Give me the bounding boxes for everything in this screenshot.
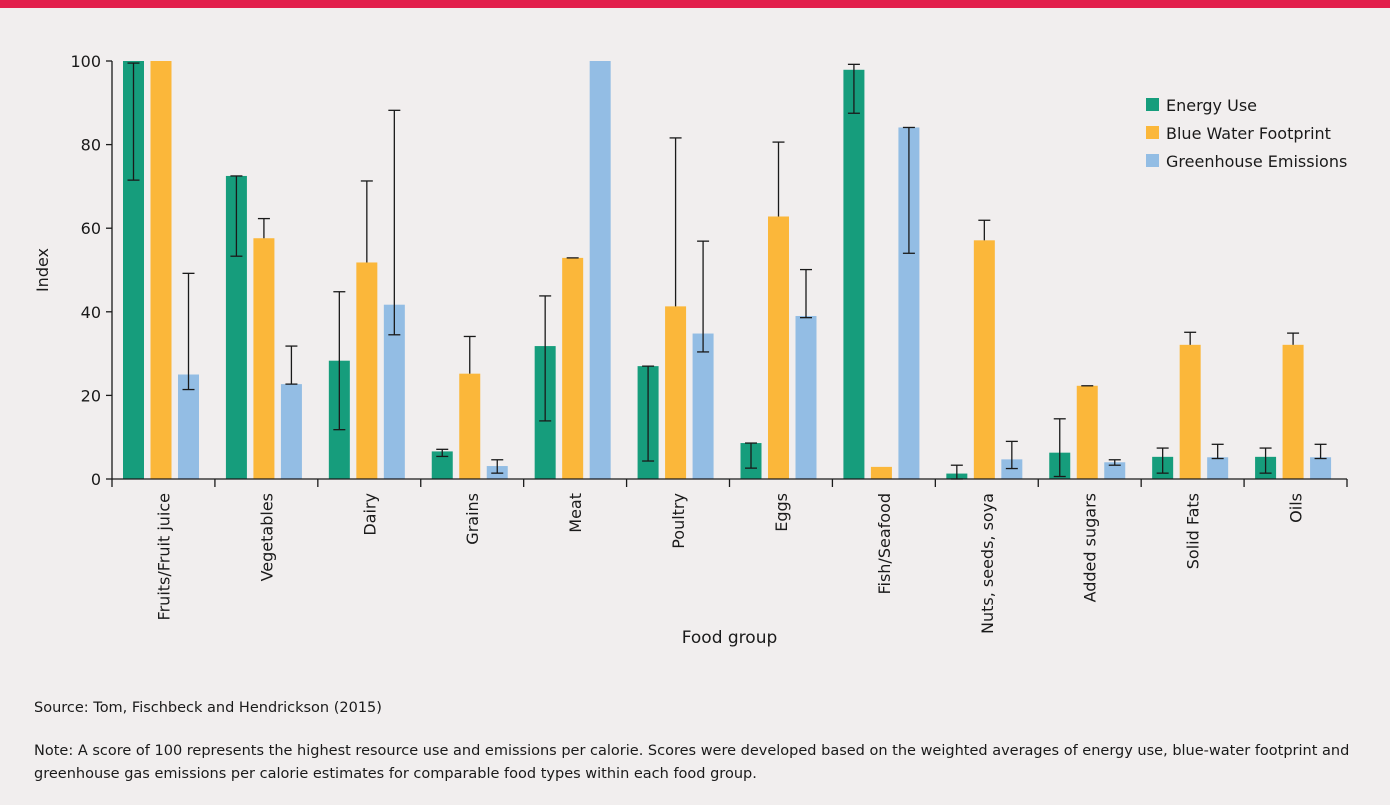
bar-greenhouse-emissions-oils — [1310, 457, 1332, 479]
error-bar-blue-water-footprint-solid-fats — [1184, 331, 1197, 345]
error-bar-energy-use-vegetables — [230, 175, 243, 257]
x-axis-title: Food group — [682, 628, 778, 648]
bar-greenhouse-emissions-vegetables — [280, 384, 302, 479]
error-bar-energy-use-fish-seafood — [847, 63, 860, 114]
bar-blue-water-footprint-dairy — [356, 262, 378, 479]
bar-blue-water-footprint-grains — [459, 373, 481, 479]
error-bar-greenhouse-emissions-solid-fats — [1211, 443, 1224, 460]
error-bar-greenhouse-emissions-grains — [491, 459, 504, 474]
legend-label-blue-water-footprint: Blue Water Footprint — [1166, 124, 1331, 143]
bar-greenhouse-emissions-dairy — [383, 304, 405, 479]
error-bar-blue-water-footprint-nuts-seeds-soya — [978, 219, 991, 241]
bar-blue-water-footprint-solid-fats — [1179, 344, 1201, 479]
error-bar-energy-use-dairy — [333, 291, 346, 431]
x-tick-label-solid-fats: Solid Fats — [1184, 493, 1203, 569]
error-bar-energy-use-solid-fats — [1156, 447, 1169, 474]
error-bar-energy-use-grains — [436, 448, 449, 458]
y-axis-title: Index — [33, 248, 52, 292]
error-bar-blue-water-footprint-oils — [1287, 332, 1300, 345]
y-tick-label-60: 60 — [81, 219, 101, 238]
bar-blue-water-footprint-fish-seafood — [870, 466, 892, 479]
legend-swatch-blue-water-footprint — [1146, 126, 1159, 139]
error-bar-greenhouse-emissions-eggs — [800, 268, 812, 319]
error-bar-energy-use-fruits-fruit-juice — [127, 62, 140, 181]
x-tick-label-grains: Grains — [463, 493, 482, 545]
x-tick-label-oils: Oils — [1287, 493, 1306, 523]
bar-blue-water-footprint-added-sugars — [1076, 385, 1098, 479]
x-tick-label-added-sugars: Added sugars — [1081, 493, 1100, 602]
error-bar-greenhouse-emissions-added-sugars — [1108, 459, 1121, 466]
y-tick-label-40: 40 — [81, 303, 101, 322]
bar-blue-water-footprint-vegetables — [253, 238, 275, 479]
bar-blue-water-footprint-eggs — [768, 216, 789, 479]
error-bar-greenhouse-emissions-fruits-fruit-juice — [182, 272, 195, 391]
x-tick-label-vegetables: Vegetables — [257, 493, 276, 581]
y-tick-label-20: 20 — [81, 386, 101, 405]
bar-greenhouse-emissions-fish-seafood — [898, 127, 920, 479]
food-group-index-chart: 0 20 40 60 80 100 Fruits/Fruit juice Vegetables… — [33, 52, 1348, 648]
bar-blue-water-footprint-meat — [562, 257, 584, 479]
error-bar-greenhouse-emissions-vegetables — [285, 345, 298, 385]
y-tick-label-100: 100 — [70, 52, 101, 71]
bar-blue-water-footprint-oils — [1282, 344, 1304, 479]
error-bar-greenhouse-emissions-dairy — [388, 109, 401, 336]
x-tick-label-eggs: Eggs — [772, 493, 791, 532]
bar-energy-use-vegetables — [225, 175, 247, 479]
bar-greenhouse-emissions-fruits-fruit-juice — [178, 374, 199, 479]
bar-greenhouse-emissions-eggs — [795, 315, 817, 479]
error-bar-blue-water-footprint-eggs — [772, 141, 785, 217]
error-bar-greenhouse-emissions-fish-seafood — [902, 126, 915, 254]
error-bar-energy-use-eggs — [745, 442, 757, 469]
y-tick-label-0: 0 — [91, 470, 101, 489]
x-tick-label-fish-seafood: Fish/Seafood — [875, 493, 894, 595]
source-citation: Source: Tom, Fischbeck and Hendrickson (… — [34, 700, 382, 716]
bar-energy-use-fish-seafood — [843, 69, 865, 479]
bar-greenhouse-emissions-solid-fats — [1207, 457, 1229, 479]
bar-blue-water-footprint-fruits-fruit-juice — [150, 61, 172, 479]
legend-swatch-energy-use — [1146, 98, 1159, 111]
error-bar-blue-water-footprint-vegetables — [257, 217, 270, 239]
bar-blue-water-footprint-nuts-seeds-soya — [973, 240, 995, 479]
error-bar-greenhouse-emissions-poultry — [697, 240, 710, 353]
bar-energy-use-fruits-fruit-juice — [123, 61, 144, 479]
bar-blue-water-footprint-poultry — [665, 306, 687, 479]
top-accent-rule — [0, 0, 1390, 8]
x-tick-label-meat: Meat — [566, 493, 585, 533]
chart-note: Note: A score of 100 represents the high… — [34, 743, 1350, 782]
legend-swatch-greenhouse-emissions — [1146, 154, 1159, 167]
x-tick-label-dairy: Dairy — [360, 493, 379, 536]
error-bar-blue-water-footprint-grains — [463, 335, 476, 374]
error-bar-energy-use-meat — [539, 295, 552, 422]
error-bar-energy-use-poultry — [642, 365, 655, 462]
bar-energy-use-grains — [431, 451, 453, 479]
legend-label-greenhouse-emissions: Greenhouse Emissions — [1166, 152, 1347, 171]
bar-greenhouse-emissions-poultry — [692, 333, 714, 479]
error-bar-blue-water-footprint-poultry — [669, 137, 682, 307]
bar-greenhouse-emissions-added-sugars — [1104, 462, 1126, 479]
x-tick-label-fruits-fruit-juice: Fruits/Fruit juice — [154, 493, 173, 620]
error-bar-energy-use-oils — [1259, 447, 1272, 474]
y-tick-label-80: 80 — [81, 136, 101, 155]
error-bar-energy-use-added-sugars — [1053, 418, 1066, 478]
x-tick-label-poultry: Poultry — [669, 493, 688, 549]
legend-label-energy-use: Energy Use — [1166, 96, 1257, 115]
bar-greenhouse-emissions-meat — [589, 61, 611, 479]
x-tick-label-nuts-seeds-soya: Nuts, seeds, soya — [978, 493, 997, 634]
error-bar-blue-water-footprint-dairy — [360, 180, 373, 263]
error-bar-greenhouse-emissions-oils — [1314, 443, 1327, 460]
error-bar-greenhouse-emissions-nuts-seeds-soya — [1005, 440, 1018, 470]
